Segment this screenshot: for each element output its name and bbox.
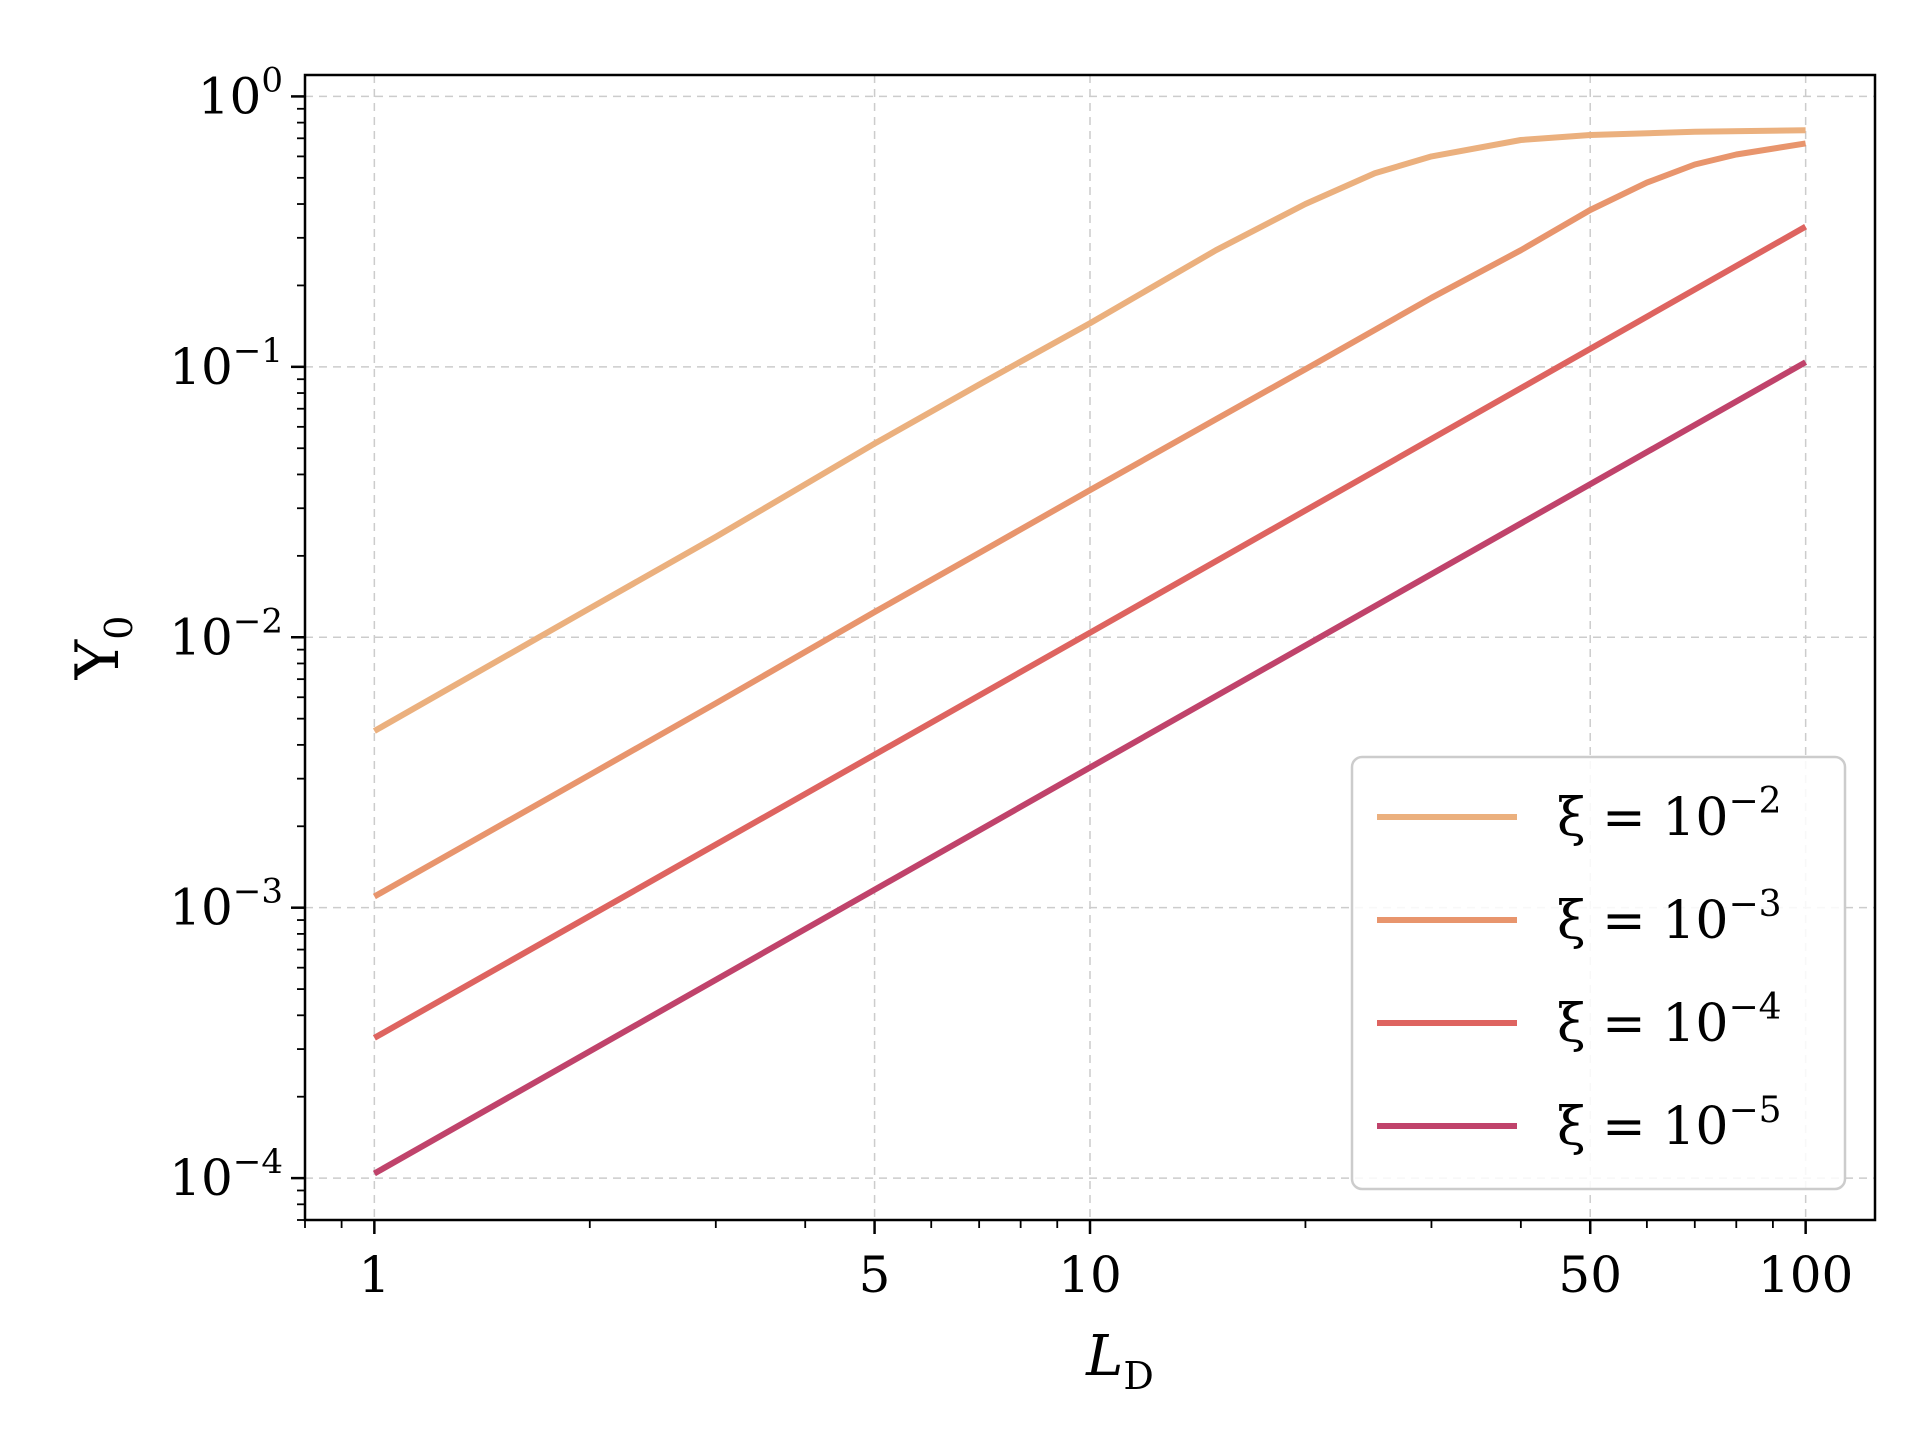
legend-label-1: ξ = 10−2 [1557, 781, 1782, 848]
x-tick-label: 50 [1558, 1246, 1622, 1304]
x-tick-label: 100 [1758, 1246, 1853, 1304]
y-tick-label: 10−4 [169, 1142, 283, 1207]
legend-box [1350, 755, 1847, 1191]
y-tick-label: 10−2 [169, 601, 283, 666]
x-tick-label: 5 [859, 1246, 891, 1304]
series-line-4 [372, 359, 1808, 1177]
x-tick-label: 1 [358, 1246, 390, 1304]
x-axis-title: LD [1085, 1324, 1154, 1398]
tick-labels: 1 5 10 50 100 100 10−1 10−2 10−3 10−4 [169, 60, 1853, 1304]
y-tick-label: 100 [198, 60, 283, 125]
y-tick-label: 10−1 [169, 331, 283, 396]
series-line-3 [372, 223, 1808, 1041]
legend-label-4: ξ = 10−5 [1557, 1090, 1782, 1157]
series-line-1 [372, 127, 1806, 734]
series-line-2 [372, 140, 1807, 900]
axis-ticks [291, 95, 1807, 1234]
legend-label-2: ξ = 10−3 [1557, 884, 1782, 951]
legend-label-3: ξ = 10−4 [1557, 987, 1782, 1054]
series-lines [372, 127, 1808, 1177]
y-tick-label: 10−3 [169, 872, 283, 937]
x-tick-label: 10 [1058, 1246, 1122, 1304]
legend: ξ = 10−2 ξ = 10−3 ξ = 10−4 ξ = 10−5 [1350, 755, 1847, 1191]
y-axis-title: Υ0 [63, 616, 141, 681]
